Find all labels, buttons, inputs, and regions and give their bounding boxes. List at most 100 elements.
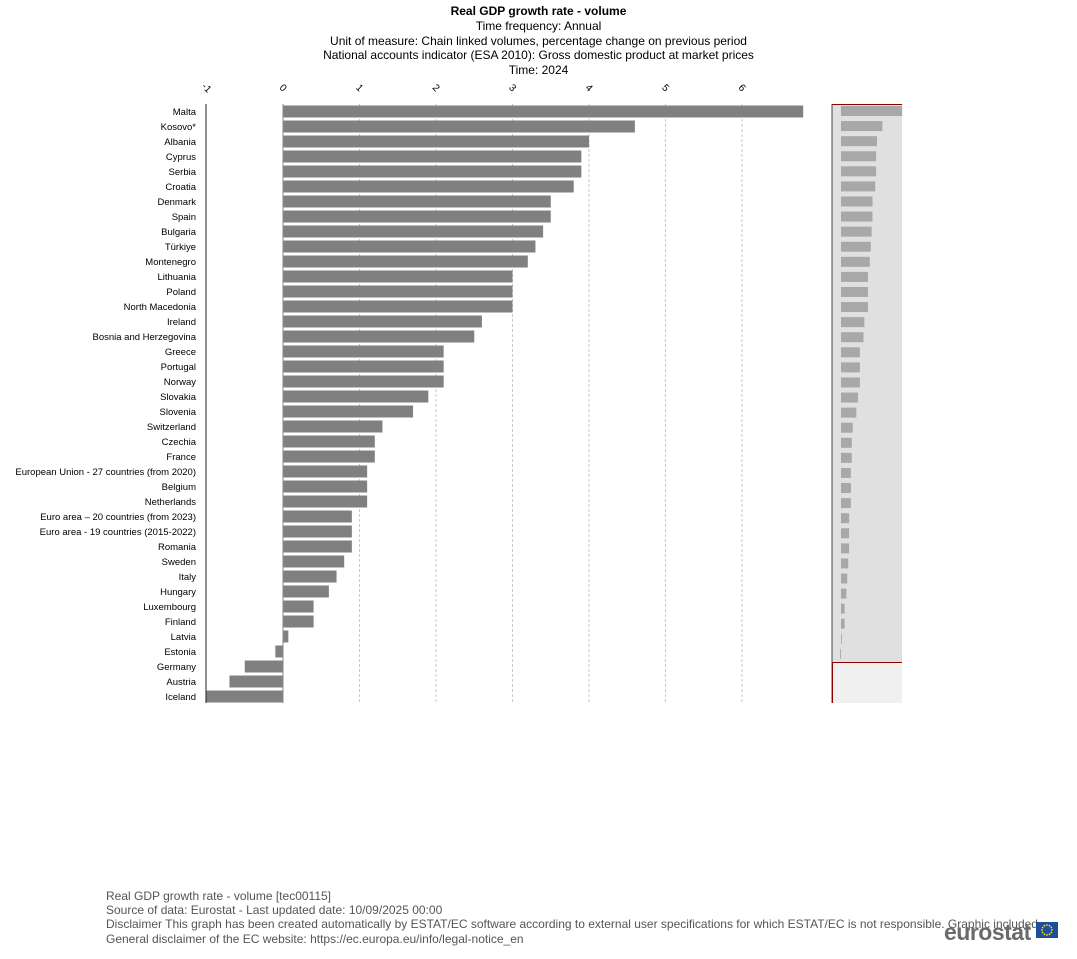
- navigator-bar: [841, 437, 852, 448]
- category-labels: Malta Kosovo* Albania Cyprus Serbia Croatia De…: [15, 107, 196, 703]
- category-label: Montenegro: [145, 257, 196, 268]
- category-label: Cyprus: [166, 152, 196, 163]
- bar[interactable]: [283, 135, 589, 148]
- x-tick-label: 5: [659, 82, 671, 94]
- bar[interactable]: [283, 480, 368, 493]
- bar[interactable]: [283, 495, 368, 508]
- bar[interactable]: [283, 360, 444, 373]
- bar[interactable]: [283, 555, 345, 568]
- x-axis-tick-labels: -1 0 1 2 3 4 5 6: [199, 81, 748, 95]
- navigator-bar: [841, 528, 850, 539]
- bar[interactable]: [283, 270, 513, 283]
- bar[interactable]: [283, 330, 475, 343]
- category-label: France: [166, 452, 196, 463]
- bar[interactable]: [283, 390, 429, 403]
- eurostat-logo-text: eurostat: [944, 919, 1031, 945]
- navigator-bar: [841, 332, 864, 343]
- bar[interactable]: [283, 180, 574, 193]
- category-label: Kosovo*: [161, 122, 197, 133]
- navigator-bar: [841, 588, 847, 599]
- category-label: Bosnia and Herzegovina: [92, 332, 196, 343]
- bar[interactable]: [283, 210, 551, 223]
- bar[interactable]: [283, 240, 536, 253]
- category-label: Lithuania: [157, 272, 196, 283]
- category-label: Euro area - 19 countries (2015-2022): [40, 527, 196, 538]
- category-label: Finland: [165, 617, 196, 628]
- gridlines: [359, 104, 743, 703]
- footer-legal-link[interactable]: General disclaimer of the EC website: ht…: [106, 931, 524, 946]
- navigator-bar: [841, 106, 903, 116]
- category-label: Slovenia: [160, 407, 197, 418]
- navigator-bar: [841, 151, 877, 162]
- bar[interactable]: [283, 450, 375, 463]
- category-label: Türkiye: [165, 242, 196, 253]
- category-label: Greece: [165, 347, 196, 358]
- category-label: Hungary: [160, 587, 196, 598]
- bar[interactable]: [283, 510, 352, 523]
- flag-star: [1048, 924, 1051, 927]
- navigator-bar: [841, 181, 876, 192]
- bar[interactable]: [229, 675, 283, 688]
- category-label: Norway: [164, 377, 196, 388]
- navigator-bar: [840, 648, 841, 659]
- bar[interactable]: [283, 375, 444, 388]
- navigator-bar: [841, 347, 860, 358]
- bar[interactable]: [283, 420, 383, 433]
- bar[interactable]: [283, 285, 513, 298]
- navigator-bar: [841, 256, 870, 267]
- bar[interactable]: [283, 600, 314, 613]
- bar[interactable]: [283, 120, 635, 133]
- category-label: Netherlands: [145, 497, 196, 508]
- bar[interactable]: [283, 300, 513, 313]
- flag-star: [1051, 929, 1054, 931]
- navigator-bar: [841, 422, 853, 433]
- flag-star: [1046, 934, 1049, 936]
- eu-flag-icon: [1036, 922, 1059, 938]
- subtitle-time-frequency: Time frequency: Annual: [475, 19, 602, 33]
- bar[interactable]: [244, 660, 283, 673]
- bar[interactable]: [283, 435, 375, 448]
- navigator-bar: [841, 271, 868, 282]
- bar[interactable]: [283, 255, 528, 268]
- bar[interactable]: [283, 465, 368, 478]
- navigator-bar: [841, 286, 868, 297]
- bar[interactable]: [283, 570, 337, 583]
- bar[interactable]: [283, 165, 582, 178]
- bar[interactable]: [283, 315, 482, 328]
- category-label: Switzerland: [147, 422, 196, 433]
- footer-dataset: Real GDP growth rate - volume [tec00115]: [106, 889, 331, 903]
- x-tick-label: -1: [199, 81, 213, 95]
- bar[interactable]: [283, 105, 804, 118]
- bar[interactable]: [283, 585, 329, 598]
- bar[interactable]: [283, 525, 352, 538]
- bar[interactable]: [283, 630, 289, 643]
- bar[interactable]: [283, 615, 314, 628]
- flag-star: [1041, 926, 1044, 929]
- chart-title: Real GDP growth rate - volume: [450, 4, 627, 18]
- category-label: Bulgaria: [161, 227, 197, 238]
- bar[interactable]: [283, 540, 352, 553]
- category-label: Denmark: [157, 197, 196, 208]
- flag-star: [1050, 926, 1053, 929]
- category-label: Italy: [179, 572, 197, 583]
- flag-star: [1048, 933, 1051, 936]
- x-tick-label: 0: [277, 82, 289, 94]
- flag-star: [1046, 924, 1049, 926]
- category-label: Belgium: [162, 482, 196, 493]
- axes: [205, 104, 284, 703]
- navigator-scrollbar[interactable]: [831, 104, 903, 703]
- bar[interactable]: [283, 225, 544, 238]
- bar[interactable]: [275, 645, 283, 658]
- bar[interactable]: [206, 690, 284, 703]
- navigator-outside[interactable]: [832, 662, 902, 703]
- navigator-bar: [841, 392, 859, 403]
- bar[interactable]: [283, 345, 444, 358]
- category-label: Germany: [157, 662, 196, 673]
- category-label: Austria: [166, 677, 196, 688]
- category-label: Malta: [173, 107, 197, 118]
- navigator-bar: [841, 211, 873, 222]
- bar[interactable]: [283, 150, 582, 163]
- bar[interactable]: [283, 405, 414, 418]
- navigator-bar: [841, 226, 872, 237]
- bar[interactable]: [283, 195, 551, 208]
